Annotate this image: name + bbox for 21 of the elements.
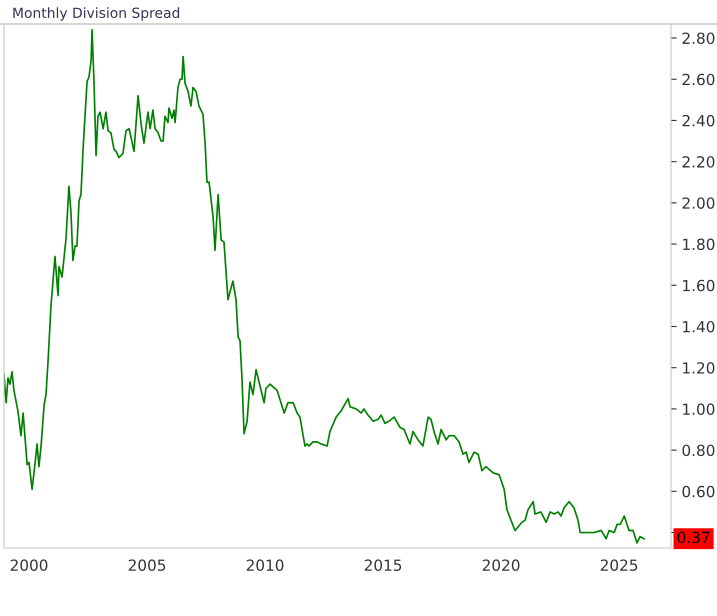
y-tick-label: 0.80 [682,444,714,456]
y-tick-label: 1.60 [683,280,714,292]
y-tick-label: 0.60 [682,486,714,498]
y-tick-label: 2.60 [682,74,714,86]
x-tick-label: 2020 [482,559,520,571]
y-tick-label: 2.20 [682,156,714,168]
y-tick-label: 1.80 [683,238,714,250]
y-tick-label: 2.40 [682,114,714,126]
annotation: 0.37 [678,532,710,544]
x-tick-label: 2000 [10,559,48,571]
x-tick-label: 2015 [364,559,402,571]
chart-title: Monthly Division Spread [13,7,180,21]
line-series [4,28,645,544]
x-tick-label: 2010 [246,559,284,571]
y-tick-label: 1.20 [683,362,714,374]
x-tick-label: 2025 [600,559,638,571]
y-tick-label: 1.40 [683,320,714,333]
x-tick-label: 2005 [128,559,166,571]
y-tick-label: 1.00 [683,403,714,415]
y-tick-label: 2.80 [682,32,714,44]
y-tick-label: 2.00 [682,197,714,209]
